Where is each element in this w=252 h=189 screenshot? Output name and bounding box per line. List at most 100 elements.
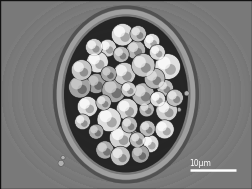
Circle shape — [160, 108, 168, 116]
Circle shape — [89, 124, 104, 139]
Circle shape — [152, 93, 160, 101]
Circle shape — [96, 95, 111, 110]
Circle shape — [101, 66, 117, 82]
Circle shape — [134, 56, 146, 68]
Circle shape — [122, 71, 132, 81]
Circle shape — [150, 91, 166, 107]
Circle shape — [123, 119, 131, 127]
Circle shape — [155, 54, 180, 79]
Circle shape — [128, 123, 135, 130]
Circle shape — [131, 145, 149, 163]
Circle shape — [134, 48, 142, 56]
Circle shape — [99, 39, 116, 57]
Circle shape — [139, 120, 155, 136]
Circle shape — [86, 74, 106, 94]
Circle shape — [152, 76, 161, 85]
Circle shape — [97, 108, 121, 132]
Circle shape — [125, 107, 134, 116]
Circle shape — [101, 41, 110, 50]
Circle shape — [136, 138, 142, 145]
Circle shape — [116, 98, 138, 120]
Circle shape — [141, 92, 150, 101]
Circle shape — [115, 48, 123, 56]
Circle shape — [111, 88, 122, 98]
Circle shape — [156, 98, 163, 104]
Circle shape — [139, 102, 154, 117]
Circle shape — [134, 85, 146, 97]
Circle shape — [92, 45, 100, 53]
Circle shape — [130, 132, 145, 148]
Circle shape — [98, 143, 107, 152]
Circle shape — [80, 68, 88, 77]
Circle shape — [184, 91, 189, 96]
Circle shape — [141, 122, 149, 130]
Circle shape — [103, 148, 111, 156]
Circle shape — [156, 100, 177, 121]
Circle shape — [145, 108, 151, 114]
Circle shape — [95, 60, 104, 69]
Circle shape — [81, 120, 88, 127]
Circle shape — [109, 126, 133, 149]
Circle shape — [132, 83, 154, 105]
Circle shape — [164, 86, 170, 93]
Circle shape — [129, 43, 138, 52]
Circle shape — [131, 134, 139, 142]
Circle shape — [120, 33, 130, 42]
Circle shape — [100, 110, 112, 122]
Circle shape — [71, 78, 82, 89]
Circle shape — [177, 108, 181, 112]
Circle shape — [132, 27, 140, 36]
Circle shape — [157, 80, 173, 96]
Circle shape — [132, 53, 155, 77]
Circle shape — [121, 117, 137, 133]
Circle shape — [156, 51, 162, 57]
Circle shape — [102, 78, 126, 103]
Circle shape — [141, 63, 151, 73]
Circle shape — [90, 126, 98, 133]
Circle shape — [168, 91, 177, 100]
Circle shape — [119, 135, 129, 145]
Circle shape — [126, 122, 132, 128]
Circle shape — [75, 114, 90, 130]
Circle shape — [98, 97, 105, 104]
Circle shape — [159, 81, 167, 90]
Circle shape — [155, 120, 174, 139]
Circle shape — [144, 68, 165, 89]
Circle shape — [86, 51, 108, 73]
Circle shape — [105, 81, 117, 93]
Circle shape — [130, 130, 138, 138]
Circle shape — [130, 26, 146, 42]
Circle shape — [80, 99, 90, 109]
Circle shape — [141, 135, 159, 153]
Circle shape — [121, 82, 136, 97]
Circle shape — [87, 40, 96, 49]
Circle shape — [77, 96, 98, 117]
Circle shape — [116, 65, 127, 76]
Circle shape — [143, 137, 152, 146]
Circle shape — [139, 152, 146, 160]
Circle shape — [127, 40, 145, 60]
Circle shape — [168, 107, 173, 112]
Circle shape — [106, 46, 113, 54]
Circle shape — [163, 127, 171, 136]
Circle shape — [137, 32, 143, 39]
Circle shape — [85, 39, 103, 56]
Circle shape — [94, 81, 103, 90]
Circle shape — [165, 108, 174, 117]
Circle shape — [127, 88, 134, 94]
Circle shape — [107, 117, 117, 127]
Circle shape — [158, 57, 170, 69]
Circle shape — [74, 62, 84, 72]
Circle shape — [119, 53, 126, 60]
Circle shape — [113, 148, 122, 158]
Circle shape — [113, 46, 129, 62]
Circle shape — [144, 34, 160, 50]
Circle shape — [102, 101, 109, 108]
Circle shape — [173, 96, 180, 103]
Circle shape — [58, 160, 64, 166]
Ellipse shape — [64, 16, 188, 173]
Circle shape — [88, 76, 99, 86]
Circle shape — [96, 141, 114, 159]
Circle shape — [113, 63, 136, 85]
Circle shape — [77, 85, 87, 94]
